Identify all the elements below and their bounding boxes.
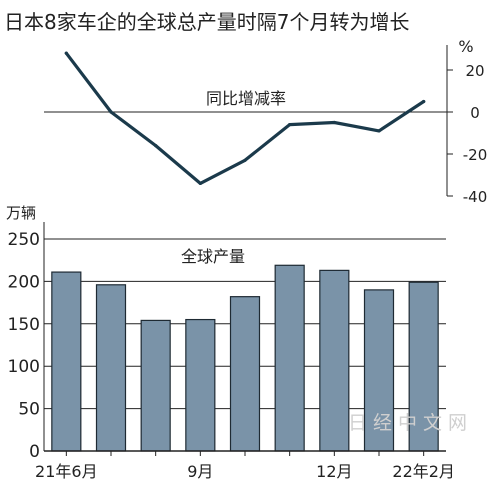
bar — [51, 271, 82, 452]
line-point — [64, 51, 68, 55]
bar — [408, 281, 439, 452]
line-series — [64, 51, 426, 185]
bar-y-tick-label: 0 — [29, 442, 40, 462]
bar-annotation: 全球产量 — [181, 247, 245, 266]
bar — [140, 319, 171, 452]
bar — [229, 296, 261, 452]
line-y-tick-label: -20 — [463, 146, 488, 164]
bar-x-tick-label: 21年6月 — [35, 462, 98, 481]
line-point — [154, 144, 158, 148]
watermark-logo: 日经中文网 — [348, 412, 474, 434]
bar-y-unit: 万辆 — [6, 204, 36, 222]
bar — [274, 264, 305, 452]
line-y-tick-label: -40 — [463, 188, 488, 206]
bar — [185, 318, 216, 452]
line-point — [288, 123, 292, 127]
line-point — [422, 99, 426, 104]
line-annotation: 同比增减率 — [206, 89, 286, 108]
line-point — [243, 158, 247, 162]
line-point — [109, 110, 113, 114]
bar-x-tick-label: 12月 — [316, 462, 352, 481]
bar-y-tick-label: 100 — [8, 357, 40, 377]
line-point — [377, 129, 381, 133]
line-y-tick-label: 20 — [465, 62, 484, 80]
line-y-unit: % — [458, 37, 473, 56]
bar — [363, 289, 395, 452]
bar — [95, 284, 127, 452]
chart-title: 日本8家车企的全球总产量时隔7个月转为增长 — [4, 10, 410, 34]
bar-y-tick-label: 50 — [18, 400, 40, 420]
line-point — [198, 181, 202, 185]
bar-y-tick-label: 150 — [8, 315, 40, 335]
bar — [319, 269, 350, 452]
bar-y-tick-label: 200 — [8, 272, 40, 292]
line-point — [332, 120, 336, 125]
bar-x-tick-label: 9月 — [187, 462, 213, 481]
bar-x-tick-label: 22年2月 — [392, 462, 455, 481]
line-y-tick-label: 0 — [470, 104, 480, 122]
bar-y-tick-label: 250 — [8, 230, 40, 250]
